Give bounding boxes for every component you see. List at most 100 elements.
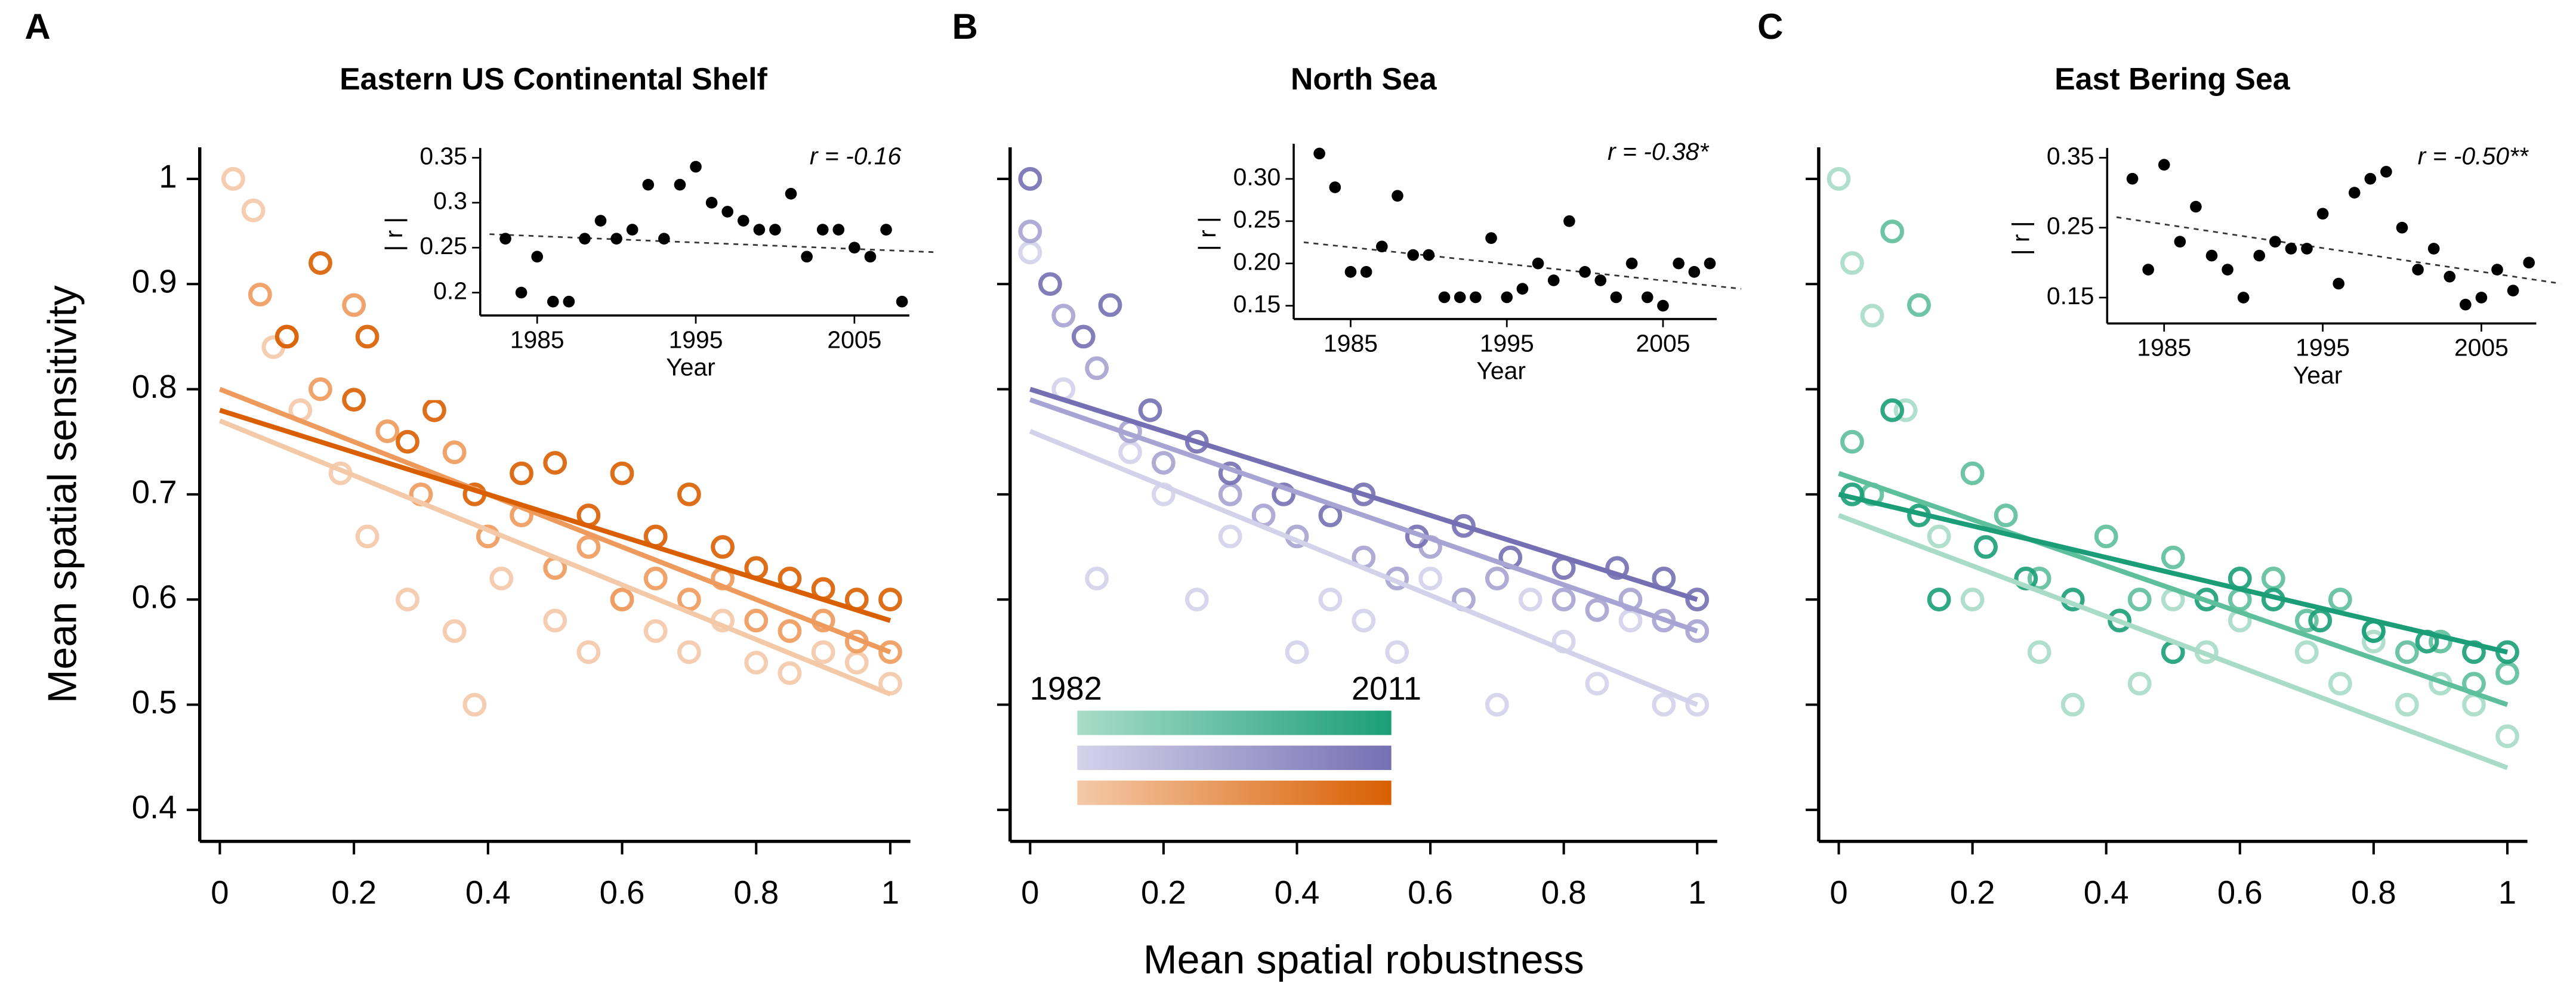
inset-annotation: r = -0.16 (810, 142, 902, 169)
inset-point (2444, 270, 2456, 283)
inset-y-tick-label: 0.3 (433, 187, 467, 215)
point (1518, 587, 1542, 612)
inset-point (2507, 285, 2519, 297)
point (1152, 451, 1176, 475)
y-tick-label: 0.4 (132, 789, 177, 825)
inset-point (499, 233, 511, 245)
inset-x-tick-label: 1985 (510, 326, 564, 353)
point (1551, 587, 1576, 612)
inset-point (1470, 291, 1482, 304)
fit-line (219, 407, 891, 623)
inset-point (705, 197, 718, 209)
point (308, 251, 332, 275)
point (1272, 482, 1296, 506)
point (1085, 567, 1109, 590)
point (1285, 640, 1309, 664)
inset-point (1516, 283, 1529, 295)
inset-point (721, 206, 734, 218)
point (2361, 629, 2386, 654)
point (1860, 304, 1884, 328)
point (2027, 567, 2051, 590)
x-tick-label: 0.6 (600, 874, 645, 911)
point (878, 640, 902, 664)
inset-point (769, 224, 781, 236)
point (1927, 587, 1951, 612)
fit-line (218, 386, 891, 655)
point (778, 619, 802, 643)
x-tick-label: 0.2 (331, 874, 377, 911)
fit-line (1029, 386, 1698, 602)
point (1605, 556, 1629, 580)
point (1184, 429, 1209, 454)
inset-point (690, 160, 702, 173)
point (1071, 324, 1096, 349)
inset-point (610, 233, 622, 245)
inset-point (2491, 264, 2503, 276)
point (2127, 587, 2152, 612)
inset-x-tick-label: 2005 (1636, 329, 1690, 357)
inset-point (1313, 147, 1325, 160)
inset-y-tick-label: 0.25 (1233, 206, 1281, 233)
inset-point (2222, 264, 2233, 276)
inset-y-tick-label: 0.35 (2047, 142, 2094, 169)
inset-point (1329, 181, 1341, 193)
point (1038, 272, 1062, 296)
point (1138, 398, 1162, 422)
inset-point (1688, 266, 1701, 278)
inset-point (737, 215, 749, 227)
inset-point (2158, 159, 2170, 171)
inset-point (864, 251, 877, 263)
point (2094, 524, 2118, 549)
inset-point (2301, 243, 2313, 255)
point (1098, 293, 1122, 317)
legend-end: 2011 (1352, 670, 1421, 707)
point (442, 619, 467, 643)
inset-x-label: Year (1476, 357, 1526, 385)
inset-point (1657, 299, 1669, 312)
point (2294, 608, 2319, 633)
x-tick-label: 0 (1021, 874, 1039, 911)
inset-y-label: | r | (1193, 217, 1221, 251)
point (1585, 598, 1609, 622)
inset-point (896, 295, 908, 308)
inset-background (382, 125, 934, 400)
point (1974, 535, 1998, 559)
inset-point (658, 233, 670, 245)
inset-background (1196, 120, 1741, 404)
y-tick-label: 0.7 (132, 474, 177, 510)
x-tick-label: 0 (1830, 874, 1847, 911)
inset-x-tick-label: 1995 (669, 326, 723, 353)
inset-point (832, 224, 845, 236)
point (744, 651, 769, 675)
inset-y-tick-label: 0.15 (2047, 282, 2094, 310)
point (1827, 167, 1851, 191)
point (2261, 567, 2285, 590)
point (610, 461, 634, 486)
inset-point (515, 286, 527, 299)
point (2127, 672, 2152, 696)
inset-point (1454, 291, 1466, 304)
inset-background (2009, 125, 2561, 409)
point (2495, 661, 2519, 685)
y-tick-label: 0.6 (132, 579, 177, 616)
x-tick-label: 0.4 (465, 874, 511, 911)
point (375, 419, 400, 443)
inset-point (1407, 249, 1419, 261)
inset-point (2364, 172, 2377, 185)
point (2161, 545, 2185, 570)
x-tick-label: 0.6 (2217, 874, 2263, 911)
point (274, 324, 299, 349)
point (422, 398, 446, 422)
legend-bar (1077, 710, 1392, 735)
inset-y-label: | r | (2007, 221, 2034, 256)
point (1840, 251, 1864, 275)
inset-point (785, 187, 797, 200)
point (1352, 482, 1376, 506)
inset-y-tick-label: 0.15 (1233, 290, 1281, 317)
point (510, 461, 533, 486)
fit-line (1029, 397, 1698, 633)
point (2395, 640, 2419, 664)
inset-point (1563, 215, 1575, 227)
panel-label: C (1757, 7, 1783, 47)
point (1085, 356, 1109, 381)
